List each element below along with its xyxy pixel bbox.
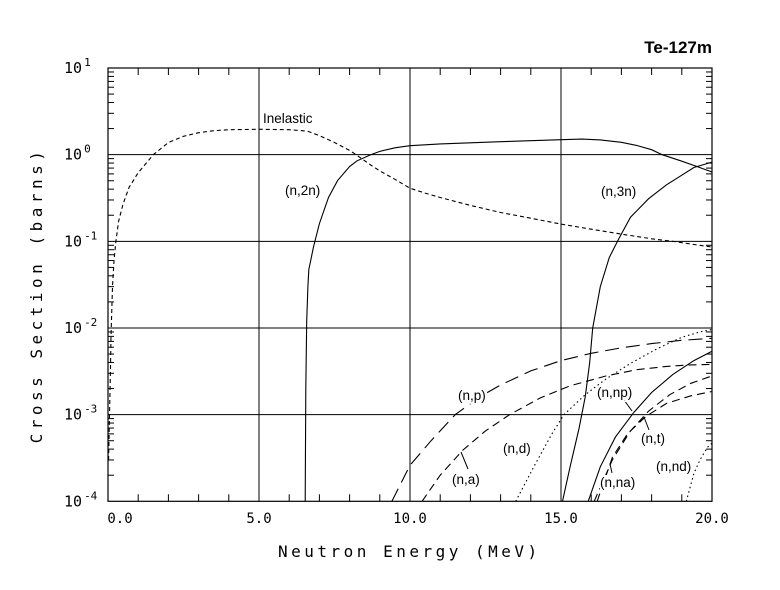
curve-nnp bbox=[587, 350, 713, 502]
x-tick-label-10.0: 10.0 bbox=[393, 511, 427, 527]
x-tick-label-15.0: 15.0 bbox=[544, 511, 578, 527]
curve-label-nd: (n,d) bbox=[503, 441, 531, 456]
x-tick-label-5.0: 5.0 bbox=[246, 511, 271, 527]
curve-nd bbox=[515, 328, 713, 502]
curve-label-nnd: (n,nd) bbox=[656, 459, 691, 474]
curve-label-na: (n,a) bbox=[452, 472, 480, 487]
leader-na bbox=[460, 451, 469, 470]
curve-label-nnp: (n,np) bbox=[597, 385, 632, 400]
y-tick-label-1e-2: 10 -2 bbox=[64, 316, 97, 337]
y-tick-label-1e1: 10 1 bbox=[64, 56, 91, 77]
curve-nna bbox=[596, 390, 713, 502]
y-axis-label: Cross Section (barns) bbox=[27, 146, 46, 444]
curve-n2n bbox=[304, 138, 713, 502]
curve-nt bbox=[593, 375, 713, 502]
y-tick-label-1e0: 10 0 bbox=[64, 143, 91, 164]
curve-label-inelastic: Inelastic bbox=[263, 111, 313, 126]
plot-border bbox=[107, 67, 713, 502]
curve-label-n3n: (n,3n) bbox=[601, 184, 636, 199]
x-tick-label-20.0: 20.0 bbox=[695, 511, 729, 527]
x-tick-label-0.0: 0.0 bbox=[107, 511, 132, 527]
x-axis-label: Neutron Energy (MeV) bbox=[278, 542, 541, 561]
y-tick-label-1e-1: 10 -1 bbox=[64, 229, 97, 250]
curve-label-nna: (n,na) bbox=[600, 475, 635, 490]
y-tick-label-1e-3: 10 -3 bbox=[64, 403, 97, 424]
curve-np bbox=[391, 337, 713, 502]
leader-nnp bbox=[623, 399, 633, 412]
curve-label-np: (n,p) bbox=[458, 388, 486, 403]
curve-n3n bbox=[561, 161, 713, 502]
leader-nna bbox=[609, 463, 613, 474]
page-title: Te-127m bbox=[644, 38, 712, 57]
curve-nnd bbox=[685, 442, 713, 502]
leader-nt bbox=[643, 416, 650, 431]
curve-label-n2n: (n,2n) bbox=[285, 183, 320, 198]
curve-na bbox=[421, 363, 713, 502]
curve-label-nt: (n,t) bbox=[641, 431, 665, 446]
y-tick-label-1e-4: 10 -4 bbox=[64, 489, 98, 510]
